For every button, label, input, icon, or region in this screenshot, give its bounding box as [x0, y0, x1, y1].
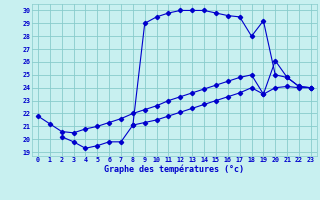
- X-axis label: Graphe des températures (°c): Graphe des températures (°c): [104, 165, 244, 174]
